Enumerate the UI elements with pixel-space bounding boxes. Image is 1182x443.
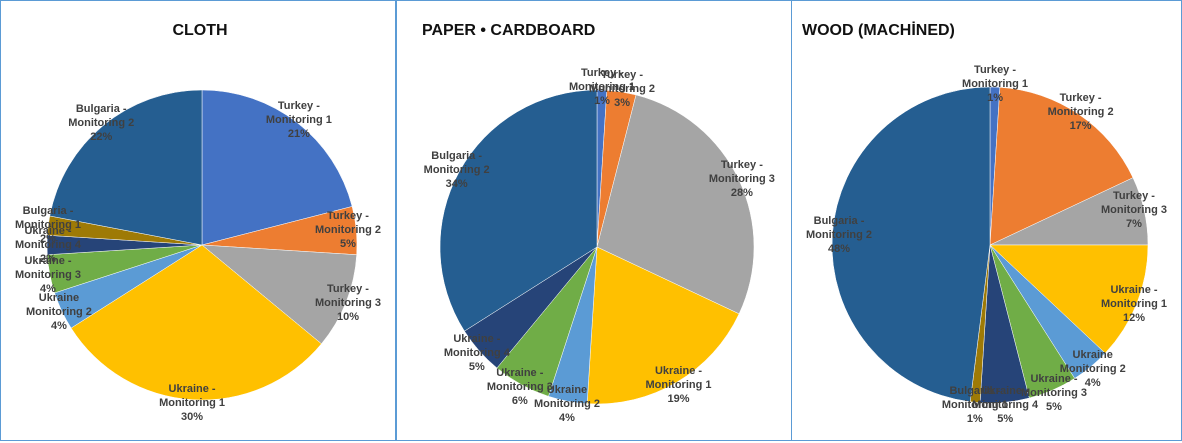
pie-slice bbox=[596, 94, 755, 315]
category-label: Ukraine - Monitoring 4 bbox=[443, 332, 510, 359]
category-label: Ukraine - Monitoring 1 bbox=[1101, 284, 1167, 311]
category-label: Ukraine - Monitoring 1 bbox=[159, 382, 226, 409]
category-label: Ukraine - Monitoring 3 bbox=[486, 367, 553, 394]
pie-slice bbox=[831, 86, 991, 403]
pie-slice bbox=[70, 244, 322, 401]
category-label: Ukraine - Monitoring 4 bbox=[15, 225, 81, 251]
value-label: 5% bbox=[1046, 400, 1062, 413]
data-label: Turkey - Monitoring 1 21% bbox=[253, 99, 345, 141]
pie-slice bbox=[586, 246, 740, 405]
value-label: 21% bbox=[287, 128, 310, 141]
value-label: 4% bbox=[50, 320, 67, 333]
category-label: Ukraine Monitoring 2 bbox=[1059, 349, 1126, 376]
value-label: 1% bbox=[966, 413, 983, 426]
category-label: Ukraine Monitoring 2 bbox=[25, 292, 92, 319]
category-label: Turkey - Monitoring 2 bbox=[589, 68, 656, 95]
data-label: Ukraine - Monitoring 3 5% bbox=[1008, 372, 1100, 414]
category-label: Turkey - Monitoring 3 bbox=[708, 158, 775, 185]
value-label: 2% bbox=[40, 233, 56, 246]
value-label: 17% bbox=[1069, 119, 1092, 132]
value-label: 4% bbox=[1084, 377, 1101, 390]
category-label: Ukraine - Monitoring 3 bbox=[1021, 372, 1087, 399]
chart-title: PAPER • CARDBOARD bbox=[422, 22, 596, 39]
data-label: Ukraine - Monitoring 1 12% bbox=[1088, 283, 1180, 325]
category-label: Ukraine Monitoring 2 bbox=[533, 384, 600, 411]
value-label: 6% bbox=[511, 395, 528, 408]
data-label: Ukraine Monitoring 2 4% bbox=[1047, 348, 1139, 390]
data-label: Ukraine - Monitoring 3 6% bbox=[474, 366, 566, 408]
data-label: Ukraine - Monitoring 4 2% bbox=[2, 224, 94, 266]
value-label: 10% bbox=[336, 311, 360, 324]
data-label: Turkey - Monitoring 2 5% bbox=[302, 209, 394, 251]
pie-slice bbox=[49, 89, 203, 246]
panel bbox=[0, 0, 396, 441]
data-label: Ukraine - Monitoring 1 19% bbox=[633, 364, 725, 406]
category-label: Bulgaria - Monitoring 1 bbox=[15, 205, 81, 232]
data-label: Bulgaria - Monitoring 2 48% bbox=[793, 214, 885, 256]
data-label: Ukraine - Monitoring 1 30% bbox=[146, 382, 238, 424]
data-label: Bulgaria - Monitoring 2 22% bbox=[55, 102, 147, 144]
value-label: 3% bbox=[614, 96, 630, 109]
data-label: Turkey - Monitoring 1 1% bbox=[556, 66, 648, 108]
category-label: Turkey - Monitoring 2 bbox=[315, 210, 381, 237]
data-label: Turkey - Monitoring 3 28% bbox=[696, 158, 788, 200]
value-label: 7% bbox=[1126, 217, 1142, 230]
value-label: 30% bbox=[181, 410, 204, 423]
pie-slice bbox=[201, 244, 357, 345]
chart-title: WOOD (MACHİNED) bbox=[802, 22, 955, 39]
data-label: Ukraine - Monitoring 4 5% bbox=[959, 384, 1051, 426]
data-label: Turkey - Monitoring 2 3% bbox=[576, 68, 668, 110]
category-label: Turkey - Monitoring 2 bbox=[1047, 91, 1114, 118]
category-label: Bulgaria - Monitoring 2 bbox=[806, 214, 872, 241]
category-label: Turkey - Monitoring 1 bbox=[962, 63, 1029, 90]
data-label: Ukraine Monitoring 2 4% bbox=[521, 383, 613, 425]
category-label: Turkey - Monitoring 1 bbox=[265, 100, 332, 127]
category-label: Turkey - Monitoring 1 bbox=[569, 66, 636, 93]
category-label: Bulgaria - Monitoring 1 bbox=[941, 385, 1008, 412]
category-label: Ukraine - Monitoring 1 bbox=[645, 364, 712, 391]
data-label: Turkey - Monitoring 3 10% bbox=[302, 282, 394, 324]
value-label: 4% bbox=[40, 282, 56, 295]
value-label: 5% bbox=[468, 360, 485, 373]
category-label: Bulgaria - Monitoring 2 bbox=[423, 149, 490, 176]
value-label: 2% bbox=[40, 253, 56, 265]
pie-slice bbox=[201, 89, 353, 246]
value-label: 22% bbox=[90, 131, 113, 144]
data-label: Turkey - Monitoring 2 17% bbox=[1035, 91, 1127, 133]
data-label: Bulgaria - Monitoring 1 2% bbox=[2, 204, 94, 246]
value-label: 1% bbox=[594, 94, 610, 107]
pie-slice bbox=[439, 89, 598, 332]
category-label: Turkey - Monitoring 3 bbox=[315, 283, 381, 310]
category-label: Ukraine - Monitoring 3 bbox=[15, 254, 81, 281]
data-label: Turkey - Monitoring 3 7% bbox=[1088, 189, 1180, 231]
category-label: Ukraine - Monitoring 4 bbox=[972, 385, 1039, 412]
category-label: Turkey - Monitoring 3 bbox=[1101, 189, 1167, 216]
data-label: Ukraine - Monitoring 4 5% bbox=[431, 332, 523, 374]
category-label: Bulgaria - Monitoring 2 bbox=[68, 103, 135, 130]
pie-slice bbox=[989, 244, 1149, 354]
value-label: 4% bbox=[559, 412, 575, 425]
value-label: 34% bbox=[445, 177, 468, 190]
value-label: 19% bbox=[667, 392, 690, 405]
data-label: Ukraine Monitoring 2 4% bbox=[13, 291, 105, 333]
value-label: 1% bbox=[987, 91, 1003, 104]
data-label: Bulgaria - Monitoring 2 34% bbox=[411, 149, 503, 191]
value-label: 12% bbox=[1122, 312, 1146, 325]
pie-slice bbox=[989, 87, 1134, 246]
chart-title: CLOTH bbox=[172, 22, 228, 39]
data-label: Bulgaria - Monitoring 1 1% bbox=[929, 384, 1021, 426]
value-label: 48% bbox=[827, 242, 851, 255]
value-label: 5% bbox=[997, 413, 1014, 426]
value-label: 5% bbox=[340, 238, 356, 251]
data-label: Ukraine - Monitoring 3 4% bbox=[2, 254, 94, 296]
data-label: Turkey - Monitoring 1 1% bbox=[949, 63, 1041, 105]
value-label: 28% bbox=[730, 186, 753, 199]
